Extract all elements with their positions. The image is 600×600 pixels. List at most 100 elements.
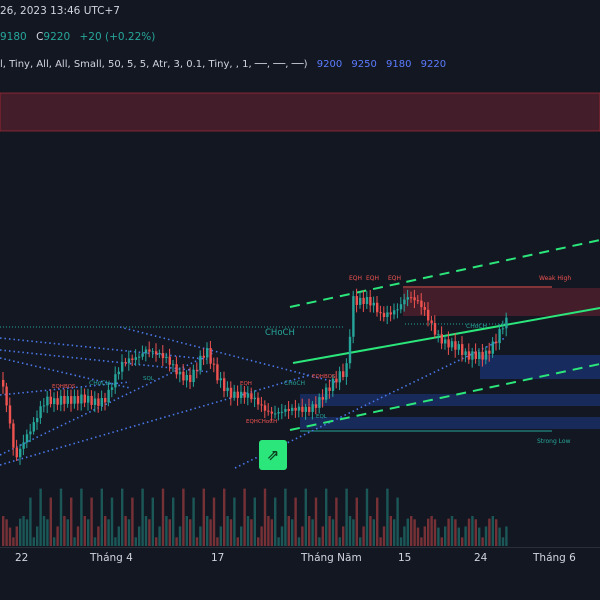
choch-small-label-2: CHoCH <box>284 380 305 387</box>
volume-bar <box>202 488 205 546</box>
volume-bar <box>212 497 216 546</box>
x-tick-thang-nam: Tháng Năm <box>301 552 362 564</box>
candle-body <box>168 356 171 365</box>
volume-bar <box>403 526 406 546</box>
volume-bar <box>219 526 222 546</box>
volume-bar <box>294 497 297 546</box>
candle-body <box>498 329 501 344</box>
candle-body <box>440 334 443 344</box>
x-tick-thang-4: Tháng 4 <box>90 552 133 564</box>
candle-body <box>447 339 450 348</box>
candle-body <box>471 351 474 360</box>
candle-body <box>495 341 498 344</box>
volume-bar <box>376 497 379 546</box>
candle-body <box>505 317 508 329</box>
indicator-legend[interactable]: l, Tiny, All, All, Small, 50, 5, 5, Atr,… <box>0 59 446 70</box>
volume-bar <box>148 519 151 546</box>
candle-body <box>365 297 369 304</box>
volume-bar <box>107 519 110 546</box>
volume-bar <box>216 537 219 546</box>
candle-body <box>114 374 117 388</box>
volume-bar <box>83 516 86 546</box>
candle-body <box>121 362 124 372</box>
candle-body <box>39 406 42 418</box>
candle-body <box>199 355 202 371</box>
volume-bar <box>321 526 324 546</box>
volume-bar <box>206 516 209 546</box>
candle-body <box>389 312 392 315</box>
volume-bar <box>484 526 488 546</box>
candle-body <box>80 394 83 404</box>
volume-bar <box>250 519 253 546</box>
volume-bar <box>155 537 158 546</box>
volume-bar <box>59 488 63 546</box>
volume-bar <box>359 537 362 546</box>
volume-bar <box>223 488 226 546</box>
candle-body <box>229 387 233 398</box>
candle-body <box>32 422 35 432</box>
volume-bar <box>352 519 355 546</box>
candle-body <box>338 371 341 383</box>
candle-body <box>331 378 335 391</box>
candle-body <box>430 320 433 324</box>
close-label: C <box>36 31 44 43</box>
candle-body <box>253 397 256 400</box>
candle-body <box>274 413 277 415</box>
candle-body <box>410 297 413 299</box>
candle-body <box>270 411 273 414</box>
candle-body <box>348 336 352 364</box>
volume-bar <box>240 526 243 546</box>
arrow-up-right-button[interactable]: ⇗ <box>259 440 287 470</box>
candle-body <box>423 307 426 310</box>
candle-body <box>484 350 488 360</box>
candle-body <box>12 423 15 448</box>
candle-body <box>175 364 178 375</box>
indicator-value-3: 9180 <box>386 59 412 70</box>
candle-body <box>308 406 311 412</box>
volume-bar <box>233 497 236 546</box>
eqh-label-1: EQH <box>349 275 362 282</box>
volume-bar <box>444 526 447 546</box>
channel-lower <box>289 363 600 431</box>
volume-bar <box>36 526 39 546</box>
eqh-small-label-3: EQHCHoCH <box>246 419 277 425</box>
candle-body <box>110 387 114 390</box>
volume-bar <box>481 537 484 546</box>
candle-body <box>100 397 103 406</box>
candle-body <box>178 371 182 375</box>
volume-bar <box>301 526 304 546</box>
volume-bar <box>124 516 127 546</box>
candle-body <box>382 312 386 317</box>
candle-body <box>294 407 297 411</box>
weak-high-zone <box>403 288 600 316</box>
volume-bar <box>393 519 396 546</box>
arrow-up-right-icon: ⇗ <box>266 446 280 464</box>
volume-bar <box>226 516 229 546</box>
candle-body <box>362 297 365 304</box>
volume-bar <box>291 519 294 546</box>
candle-body <box>301 406 304 412</box>
candle-body <box>73 396 76 404</box>
candle-body <box>287 408 290 411</box>
candle-body <box>444 339 447 344</box>
candle-body <box>144 349 148 354</box>
volume-bar <box>161 488 165 546</box>
volume-bar <box>433 519 437 546</box>
candle-body <box>437 334 440 336</box>
volume-bar <box>338 537 341 546</box>
volume-bar <box>325 488 328 546</box>
volume-bar <box>464 526 467 546</box>
volume-bar <box>410 516 413 546</box>
candle-body <box>291 407 294 411</box>
volume-bar <box>498 527 501 546</box>
demand-zone-2 <box>300 394 600 406</box>
indicator-value-4: 9220 <box>420 59 447 70</box>
candle-body <box>5 386 8 406</box>
volume-bar <box>450 516 454 546</box>
volume-bar <box>362 526 365 546</box>
candle-body <box>127 358 131 364</box>
candle-body <box>478 351 481 359</box>
candle-body <box>42 405 46 407</box>
volume-bar <box>331 519 335 546</box>
